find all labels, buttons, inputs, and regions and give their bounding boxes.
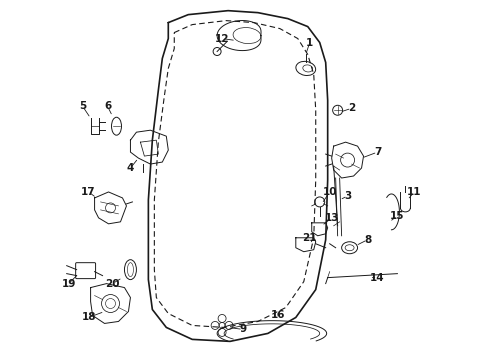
Text: 2: 2 <box>348 103 355 113</box>
Text: 11: 11 <box>407 187 421 197</box>
Text: 12: 12 <box>215 33 229 44</box>
Text: 14: 14 <box>370 273 385 283</box>
Text: 15: 15 <box>390 211 405 221</box>
Text: 1: 1 <box>306 37 314 48</box>
Text: 4: 4 <box>127 163 134 173</box>
Text: 9: 9 <box>240 324 246 334</box>
Text: 21: 21 <box>302 233 317 243</box>
Text: 13: 13 <box>324 213 339 223</box>
Text: 19: 19 <box>62 279 76 289</box>
Text: 20: 20 <box>105 279 120 289</box>
Text: 7: 7 <box>374 147 381 157</box>
Text: 5: 5 <box>79 101 86 111</box>
Text: 6: 6 <box>104 101 111 111</box>
Text: 18: 18 <box>81 312 96 323</box>
Text: 8: 8 <box>364 235 371 245</box>
Text: 3: 3 <box>344 191 351 201</box>
Text: 16: 16 <box>270 310 285 320</box>
Text: 17: 17 <box>81 187 96 197</box>
Text: 10: 10 <box>322 187 337 197</box>
